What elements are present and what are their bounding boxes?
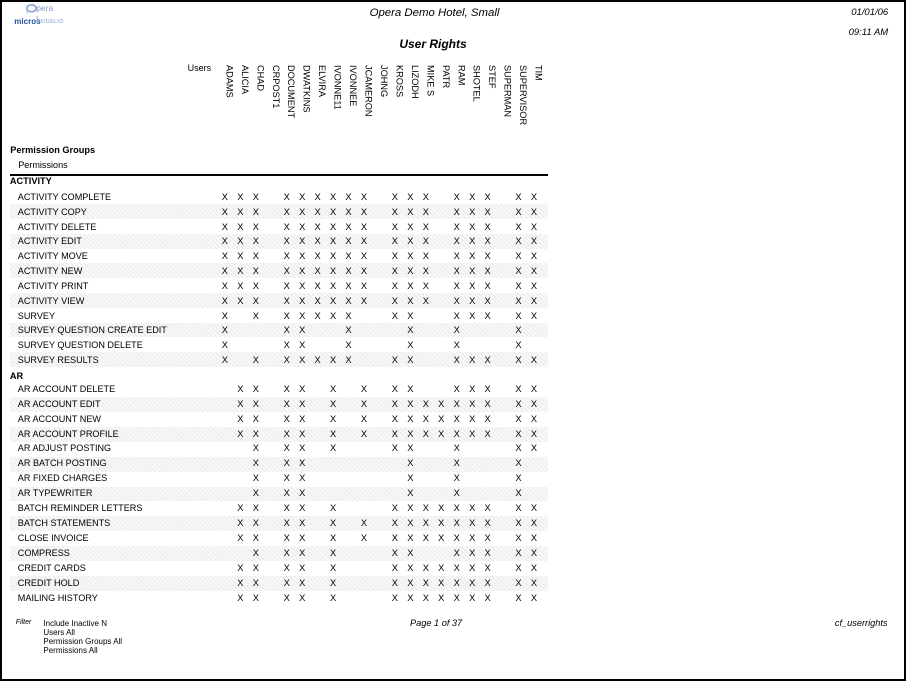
svg-text:FIDELIO: FIDELIO	[41, 19, 64, 25]
svg-text:micros: micros	[14, 17, 41, 26]
svg-text:pera: pera	[36, 3, 53, 13]
